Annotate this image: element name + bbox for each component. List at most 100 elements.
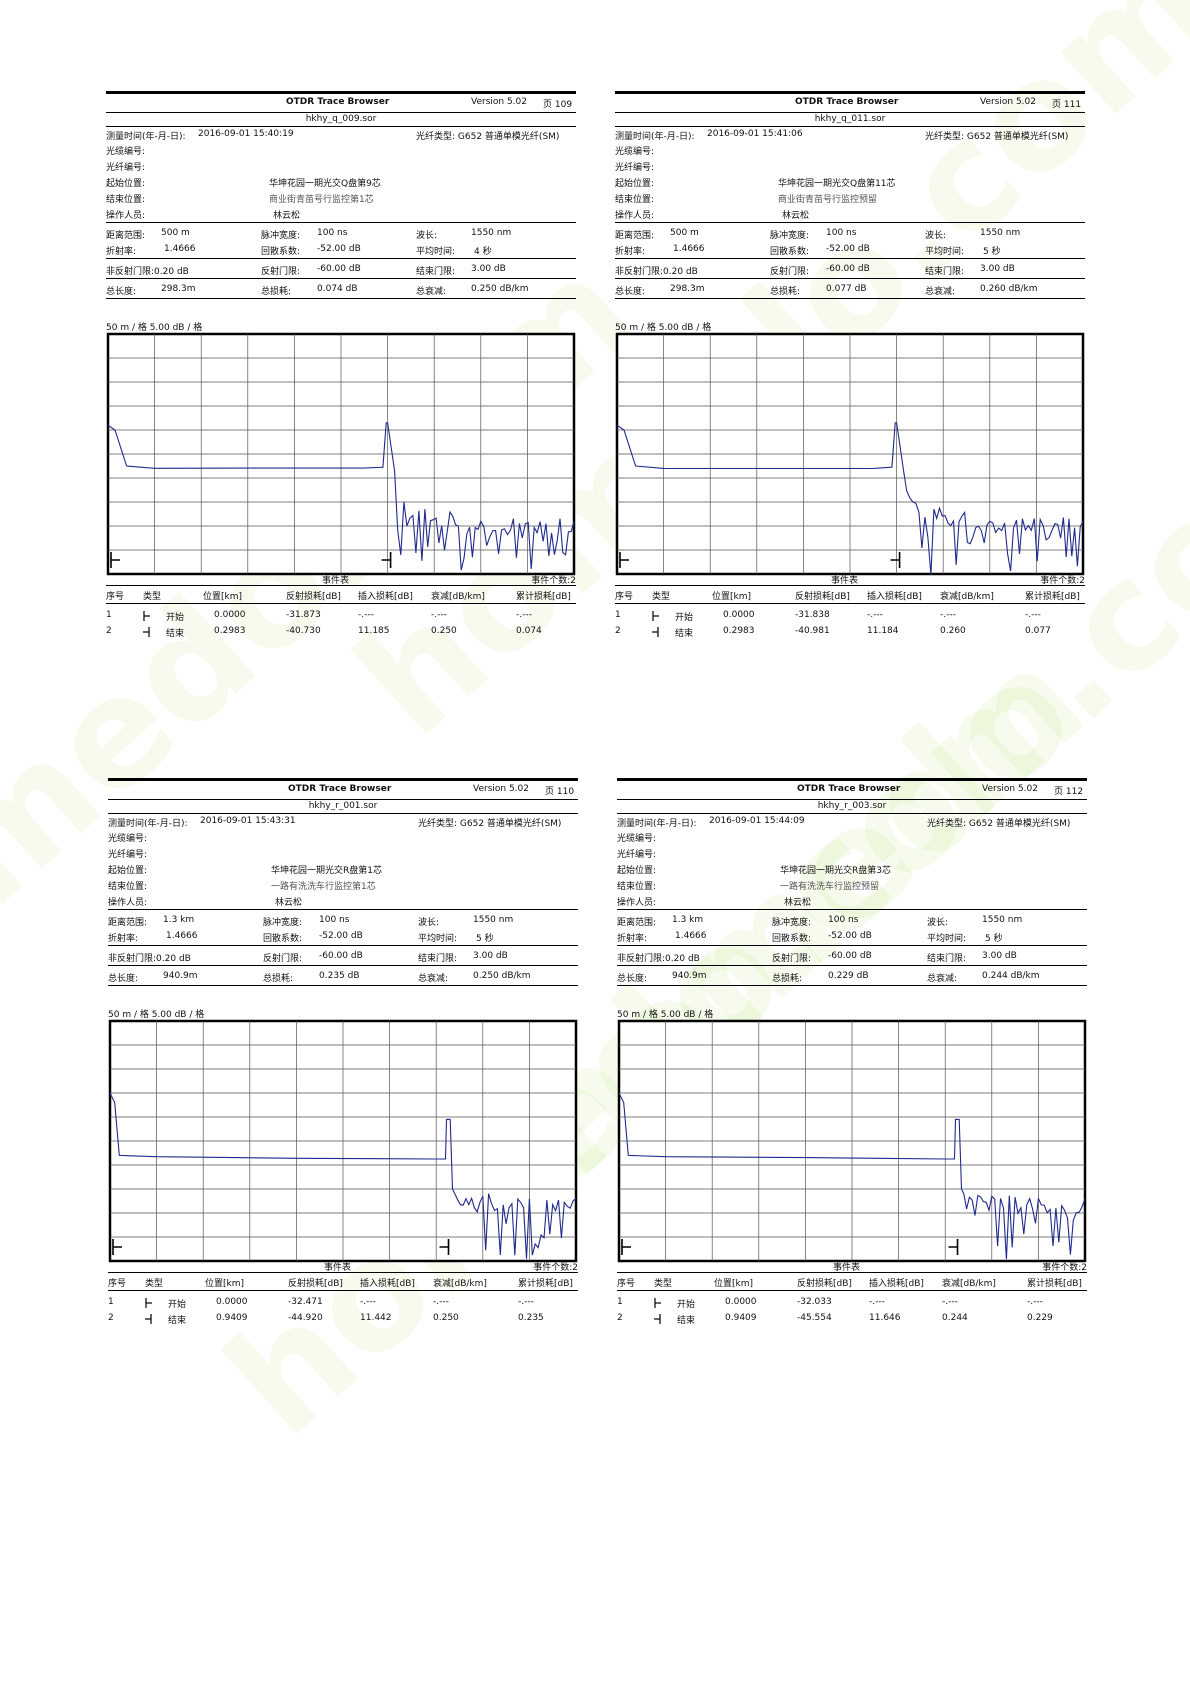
divider: [108, 799, 578, 800]
end-threshold-value: 3.00 dB: [980, 264, 1015, 274]
backscatter-value: -52.00 dB: [319, 931, 363, 941]
total-loss-label: 总损耗:: [770, 287, 801, 297]
event-type: 开始: [166, 613, 185, 623]
event-position: 0.2983: [214, 626, 246, 636]
reflective-threshold-value: -60.00 dB: [826, 264, 870, 274]
start-location-label: 起始位置:: [106, 179, 146, 189]
event-cumulative-loss: 0.229: [1027, 1313, 1053, 1323]
page-number: 页 109: [543, 100, 573, 110]
event-no: 1: [615, 610, 621, 620]
end-threshold-label: 结束门限:: [927, 954, 967, 964]
operator-label: 操作人员:: [615, 211, 655, 221]
otdr-trace-chart: [106, 332, 576, 576]
divider: [617, 1272, 1087, 1273]
event-type: 结束: [675, 629, 694, 639]
cable-no-label: 光缆编号:: [617, 834, 657, 844]
total-loss-value: 0.235 dB: [319, 971, 360, 981]
event-count: 事件个数:2: [531, 576, 576, 586]
operator-value: 林云松: [784, 898, 812, 908]
event-reflectance: -32.033: [797, 1297, 832, 1307]
divider: [615, 258, 1085, 259]
page-number: 页 110: [545, 787, 575, 797]
col-type: 类型: [652, 592, 671, 602]
measure-time-label: 测量时间(年-月-日):: [106, 132, 186, 142]
divider: [106, 585, 576, 586]
range-label: 距离范围:: [108, 918, 148, 928]
total-atten-value: 0.260 dB/km: [980, 284, 1038, 294]
backscatter-value: -52.00 dB: [828, 931, 872, 941]
col-no: 序号: [108, 1279, 127, 1289]
otdr-trace-chart: [615, 332, 1085, 576]
event-cumulative-loss: 0.074: [516, 626, 542, 636]
col-position: 位置[km]: [205, 1279, 245, 1289]
backscatter-value: -52.00 dB: [317, 244, 361, 254]
event-insertion-loss: 11.185: [358, 626, 390, 636]
start-location-label: 起始位置:: [615, 179, 655, 189]
start-location-value: 华坤花园一期光交Q盘第9芯: [269, 179, 381, 189]
col-position: 位置[km]: [714, 1279, 754, 1289]
event-attenuation: 0.250: [431, 626, 457, 636]
col-no: 序号: [615, 592, 634, 602]
event-cumulative-loss: -.---: [516, 610, 532, 620]
total-length-label: 总长度:: [617, 974, 648, 984]
otdr-report: OTDR Trace Browser Version 5.02 页 112 hk…: [617, 778, 1087, 1338]
event-cumulative-loss: 0.235: [518, 1313, 544, 1323]
total-loss-value: 0.074 dB: [317, 284, 358, 294]
col-insertion-loss: 插入损耗[dB]: [869, 1279, 924, 1289]
event-start-icon: [654, 1298, 661, 1308]
pulse-value: 100 ns: [317, 228, 348, 238]
avg-time-label: 平均时间:: [925, 247, 965, 257]
report-header: OTDR Trace Browser Version 5.02 页 111: [615, 97, 1085, 111]
nonreflective-threshold: 非反射门限:0.20 dB: [106, 267, 189, 277]
trace-filename: hkhy_r_001.sor: [308, 801, 378, 811]
ior-label: 折射率:: [617, 934, 648, 944]
event-table-title: 事件表: [833, 1263, 861, 1273]
col-insertion-loss: 插入损耗[dB]: [358, 592, 413, 602]
event-insertion-loss: 11.646: [869, 1313, 901, 1323]
divider: [106, 278, 576, 279]
end-threshold-value: 3.00 dB: [982, 951, 1017, 961]
event-no: 2: [108, 1313, 114, 1323]
end-threshold-label: 结束门限:: [416, 267, 456, 277]
divider: [617, 945, 1087, 946]
col-attenuation: 衰减[dB/km]: [431, 592, 485, 602]
event-count: 事件个数:2: [1042, 1263, 1087, 1273]
backscatter-value: -52.00 dB: [826, 244, 870, 254]
trace-line: [107, 422, 575, 571]
divider: [106, 258, 576, 259]
otdr-report: OTDR Trace Browser Version 5.02 页 111 hk…: [615, 91, 1085, 651]
cable-no-label: 光缆编号:: [615, 147, 655, 157]
end-location-value: 商业街青苗号行监控预留: [778, 195, 878, 205]
measure-time-value: 2016-09-01 15:41:06: [707, 129, 803, 139]
total-atten-label: 总衰减:: [925, 287, 956, 297]
trace-line: [616, 422, 1084, 576]
event-table-title: 事件表: [324, 1263, 352, 1273]
col-type: 类型: [143, 592, 162, 602]
operator-value: 林云松: [273, 211, 301, 221]
end-marker-icon: [948, 1239, 959, 1255]
nonreflective-threshold: 非反射门限:0.20 dB: [108, 954, 191, 964]
event-insertion-loss: -.---: [867, 610, 883, 620]
avg-time-value: 5 秒: [985, 934, 1003, 944]
header-rule: [106, 91, 576, 94]
measure-time-label: 测量时间(年-月-日):: [617, 819, 697, 829]
total-loss-value: 0.077 dB: [826, 284, 867, 294]
pulse-value: 100 ns: [828, 915, 859, 925]
event-type: 开始: [168, 1300, 187, 1310]
event-start-icon: [145, 1298, 152, 1308]
report-header: OTDR Trace Browser Version 5.02 页 109: [106, 97, 576, 111]
event-attenuation: 0.250: [433, 1313, 459, 1323]
avg-time-value: 5 秒: [476, 934, 494, 944]
event-position: 0.9409: [725, 1313, 757, 1323]
total-length-value: 940.9m: [672, 971, 707, 981]
wavelength-value: 1550 nm: [982, 915, 1023, 925]
event-count: 事件个数:2: [533, 1263, 578, 1273]
trace-filename: hkhy_q_011.sor: [814, 114, 886, 124]
total-atten-label: 总衰减:: [927, 974, 958, 984]
divider: [106, 126, 576, 127]
otdr-report: OTDR Trace Browser Version 5.02 页 109 hk…: [106, 91, 576, 651]
event-position: 0.0000: [216, 1297, 248, 1307]
col-reflectance: 反射损耗[dB]: [286, 592, 341, 602]
backscatter-label: 回散系数:: [770, 247, 810, 257]
cable-no-label: 光缆编号:: [108, 834, 148, 844]
